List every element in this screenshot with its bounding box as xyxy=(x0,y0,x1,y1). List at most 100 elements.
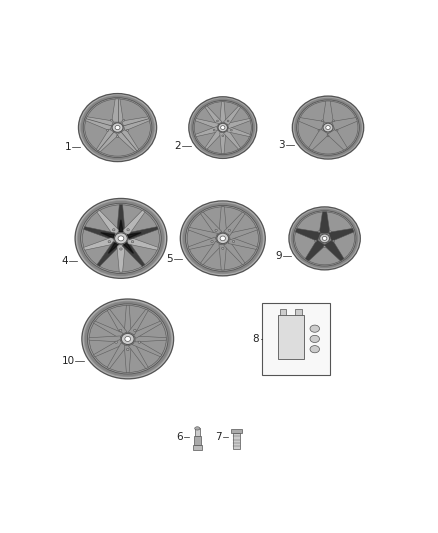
Polygon shape xyxy=(327,129,347,150)
Ellipse shape xyxy=(230,130,232,131)
Polygon shape xyxy=(122,241,145,266)
Ellipse shape xyxy=(211,240,213,243)
Polygon shape xyxy=(85,117,113,131)
Polygon shape xyxy=(97,241,120,266)
Ellipse shape xyxy=(191,98,255,157)
Ellipse shape xyxy=(81,96,154,159)
Text: 7: 7 xyxy=(215,432,222,442)
Polygon shape xyxy=(309,129,329,150)
Bar xyxy=(233,433,240,449)
Ellipse shape xyxy=(322,237,327,240)
Ellipse shape xyxy=(184,204,261,272)
Ellipse shape xyxy=(193,101,253,155)
Polygon shape xyxy=(299,118,324,131)
Text: 5: 5 xyxy=(166,254,173,264)
Ellipse shape xyxy=(85,301,171,377)
Ellipse shape xyxy=(323,123,333,132)
Polygon shape xyxy=(89,336,120,342)
Ellipse shape xyxy=(113,229,115,231)
Ellipse shape xyxy=(336,130,338,131)
Ellipse shape xyxy=(112,123,123,132)
Text: 1: 1 xyxy=(64,142,71,152)
Ellipse shape xyxy=(80,95,155,160)
Polygon shape xyxy=(220,133,226,154)
Ellipse shape xyxy=(120,248,122,250)
Ellipse shape xyxy=(216,120,219,122)
Ellipse shape xyxy=(83,98,152,158)
Ellipse shape xyxy=(329,231,331,232)
Ellipse shape xyxy=(181,202,264,275)
Ellipse shape xyxy=(181,201,265,276)
Ellipse shape xyxy=(293,97,363,158)
Ellipse shape xyxy=(82,97,153,158)
Text: 10: 10 xyxy=(61,357,74,366)
Ellipse shape xyxy=(80,95,155,160)
Ellipse shape xyxy=(294,98,362,158)
Ellipse shape xyxy=(119,329,122,332)
Ellipse shape xyxy=(185,205,261,272)
Ellipse shape xyxy=(183,203,263,274)
Ellipse shape xyxy=(296,99,360,156)
Polygon shape xyxy=(127,233,141,238)
Ellipse shape xyxy=(77,200,165,277)
Bar xyxy=(295,309,301,314)
Ellipse shape xyxy=(76,199,166,278)
Ellipse shape xyxy=(110,119,113,121)
Ellipse shape xyxy=(183,204,262,273)
Ellipse shape xyxy=(185,205,260,271)
Ellipse shape xyxy=(290,208,359,269)
Ellipse shape xyxy=(321,120,323,122)
Ellipse shape xyxy=(293,96,363,159)
Ellipse shape xyxy=(138,341,141,343)
Text: 9: 9 xyxy=(275,251,282,261)
Polygon shape xyxy=(122,117,150,131)
Ellipse shape xyxy=(291,208,358,268)
Ellipse shape xyxy=(289,207,360,270)
Ellipse shape xyxy=(87,303,169,375)
Ellipse shape xyxy=(79,94,156,161)
Ellipse shape xyxy=(193,100,253,155)
Ellipse shape xyxy=(318,130,320,131)
FancyBboxPatch shape xyxy=(231,429,242,433)
Ellipse shape xyxy=(126,130,128,131)
Polygon shape xyxy=(101,233,115,238)
Ellipse shape xyxy=(80,203,162,274)
Polygon shape xyxy=(224,241,245,265)
Text: 3: 3 xyxy=(278,140,285,150)
Ellipse shape xyxy=(189,97,257,158)
Ellipse shape xyxy=(318,231,320,232)
Polygon shape xyxy=(107,309,127,335)
Ellipse shape xyxy=(290,207,360,270)
Ellipse shape xyxy=(220,236,226,241)
Polygon shape xyxy=(319,212,330,233)
Polygon shape xyxy=(201,212,222,236)
Ellipse shape xyxy=(292,209,357,267)
Polygon shape xyxy=(135,336,166,342)
Ellipse shape xyxy=(81,95,155,160)
Polygon shape xyxy=(94,340,123,357)
Polygon shape xyxy=(228,228,258,240)
Ellipse shape xyxy=(295,98,361,157)
Ellipse shape xyxy=(184,204,262,273)
Polygon shape xyxy=(220,102,226,123)
Ellipse shape xyxy=(332,120,335,122)
Polygon shape xyxy=(96,129,119,152)
Ellipse shape xyxy=(83,98,152,157)
Polygon shape xyxy=(223,130,240,149)
Ellipse shape xyxy=(326,126,330,130)
Polygon shape xyxy=(128,309,148,335)
Ellipse shape xyxy=(83,301,172,377)
Polygon shape xyxy=(323,101,333,123)
Ellipse shape xyxy=(293,211,357,266)
Polygon shape xyxy=(119,220,123,232)
Ellipse shape xyxy=(324,246,325,248)
Polygon shape xyxy=(227,118,251,128)
Ellipse shape xyxy=(293,210,357,266)
Polygon shape xyxy=(122,211,145,235)
Ellipse shape xyxy=(314,240,317,242)
Ellipse shape xyxy=(320,234,330,243)
Ellipse shape xyxy=(82,96,153,159)
Ellipse shape xyxy=(292,209,357,268)
Ellipse shape xyxy=(115,125,120,130)
Ellipse shape xyxy=(295,99,361,157)
